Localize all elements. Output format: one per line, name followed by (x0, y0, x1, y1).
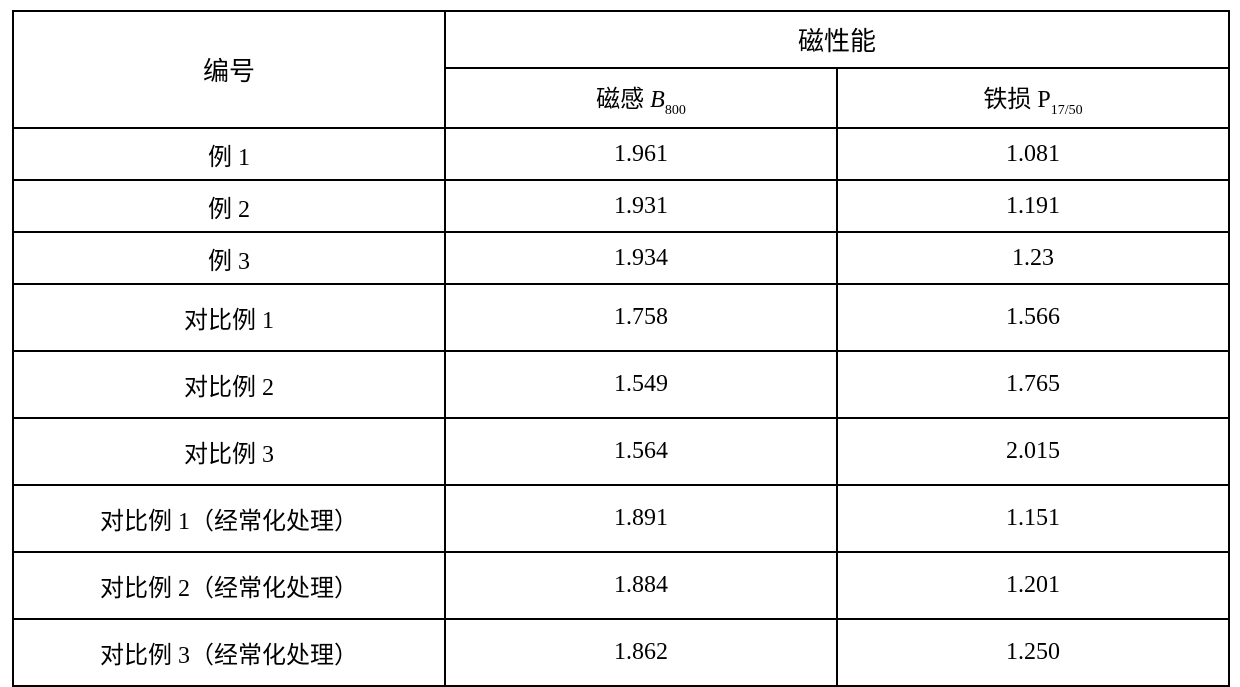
cell-label: 对比例 2（经常化处理） (13, 552, 445, 619)
header-row-label: 编号 (13, 11, 445, 128)
table-row: 对比例 3（经常化处理） 1.862 1.250 (13, 619, 1229, 686)
cell-p: 1.151 (837, 485, 1229, 552)
cell-b: 1.549 (445, 351, 837, 418)
table-container: 编号 磁性能 磁感 B800 铁损 P17/50 例 1 1.961 1.081… (0, 0, 1240, 669)
table-row: 例 2 1.931 1.191 (13, 180, 1229, 232)
cell-label: 对比例 2 (13, 351, 445, 418)
cell-p: 1.201 (837, 552, 1229, 619)
cell-b: 1.891 (445, 485, 837, 552)
table-row: 对比例 3 1.564 2.015 (13, 418, 1229, 485)
cell-p: 1.765 (837, 351, 1229, 418)
cell-b: 1.758 (445, 284, 837, 351)
header-b800: 磁感 B800 (445, 68, 837, 128)
table-row: 例 1 1.961 1.081 (13, 128, 1229, 180)
header-group-label: 磁性能 (445, 11, 1229, 68)
magnetic-properties-table: 编号 磁性能 磁感 B800 铁损 P17/50 例 1 1.961 1.081… (12, 10, 1230, 687)
cell-p: 1.566 (837, 284, 1229, 351)
cell-b: 1.934 (445, 232, 837, 284)
cell-label: 对比例 3（经常化处理） (13, 619, 445, 686)
table-row: 对比例 2（经常化处理） 1.884 1.201 (13, 552, 1229, 619)
header-p1750-prefix: 铁损 (983, 87, 1037, 113)
cell-p: 1.23 (837, 232, 1229, 284)
cell-p: 1.250 (837, 619, 1229, 686)
header-b800-prefix: 磁感 (596, 87, 650, 113)
table-row: 对比例 1（经常化处理） 1.891 1.151 (13, 485, 1229, 552)
cell-label: 例 3 (13, 232, 445, 284)
cell-label: 例 1 (13, 128, 445, 180)
header-p1750-symbol: P (1037, 87, 1050, 113)
cell-label: 例 2 (13, 180, 445, 232)
header-b800-sub: 800 (665, 103, 686, 118)
table-body: 例 1 1.961 1.081 例 2 1.931 1.191 例 3 1.93… (13, 128, 1229, 686)
cell-label: 对比例 1 (13, 284, 445, 351)
table-row: 对比例 2 1.549 1.765 (13, 351, 1229, 418)
header-p1750-sub: 17/50 (1051, 103, 1083, 118)
cell-b: 1.564 (445, 418, 837, 485)
table-header: 编号 磁性能 磁感 B800 铁损 P17/50 (13, 11, 1229, 128)
cell-label: 对比例 3 (13, 418, 445, 485)
cell-b: 1.884 (445, 552, 837, 619)
cell-p: 1.081 (837, 128, 1229, 180)
table-row: 对比例 1 1.758 1.566 (13, 284, 1229, 351)
cell-p: 2.015 (837, 418, 1229, 485)
header-row-1: 编号 磁性能 (13, 11, 1229, 68)
table-row: 例 3 1.934 1.23 (13, 232, 1229, 284)
cell-label: 对比例 1（经常化处理） (13, 485, 445, 552)
cell-b: 1.961 (445, 128, 837, 180)
cell-b: 1.931 (445, 180, 837, 232)
header-p1750: 铁损 P17/50 (837, 68, 1229, 128)
cell-b: 1.862 (445, 619, 837, 686)
header-b800-symbol: B (650, 87, 665, 113)
cell-p: 1.191 (837, 180, 1229, 232)
